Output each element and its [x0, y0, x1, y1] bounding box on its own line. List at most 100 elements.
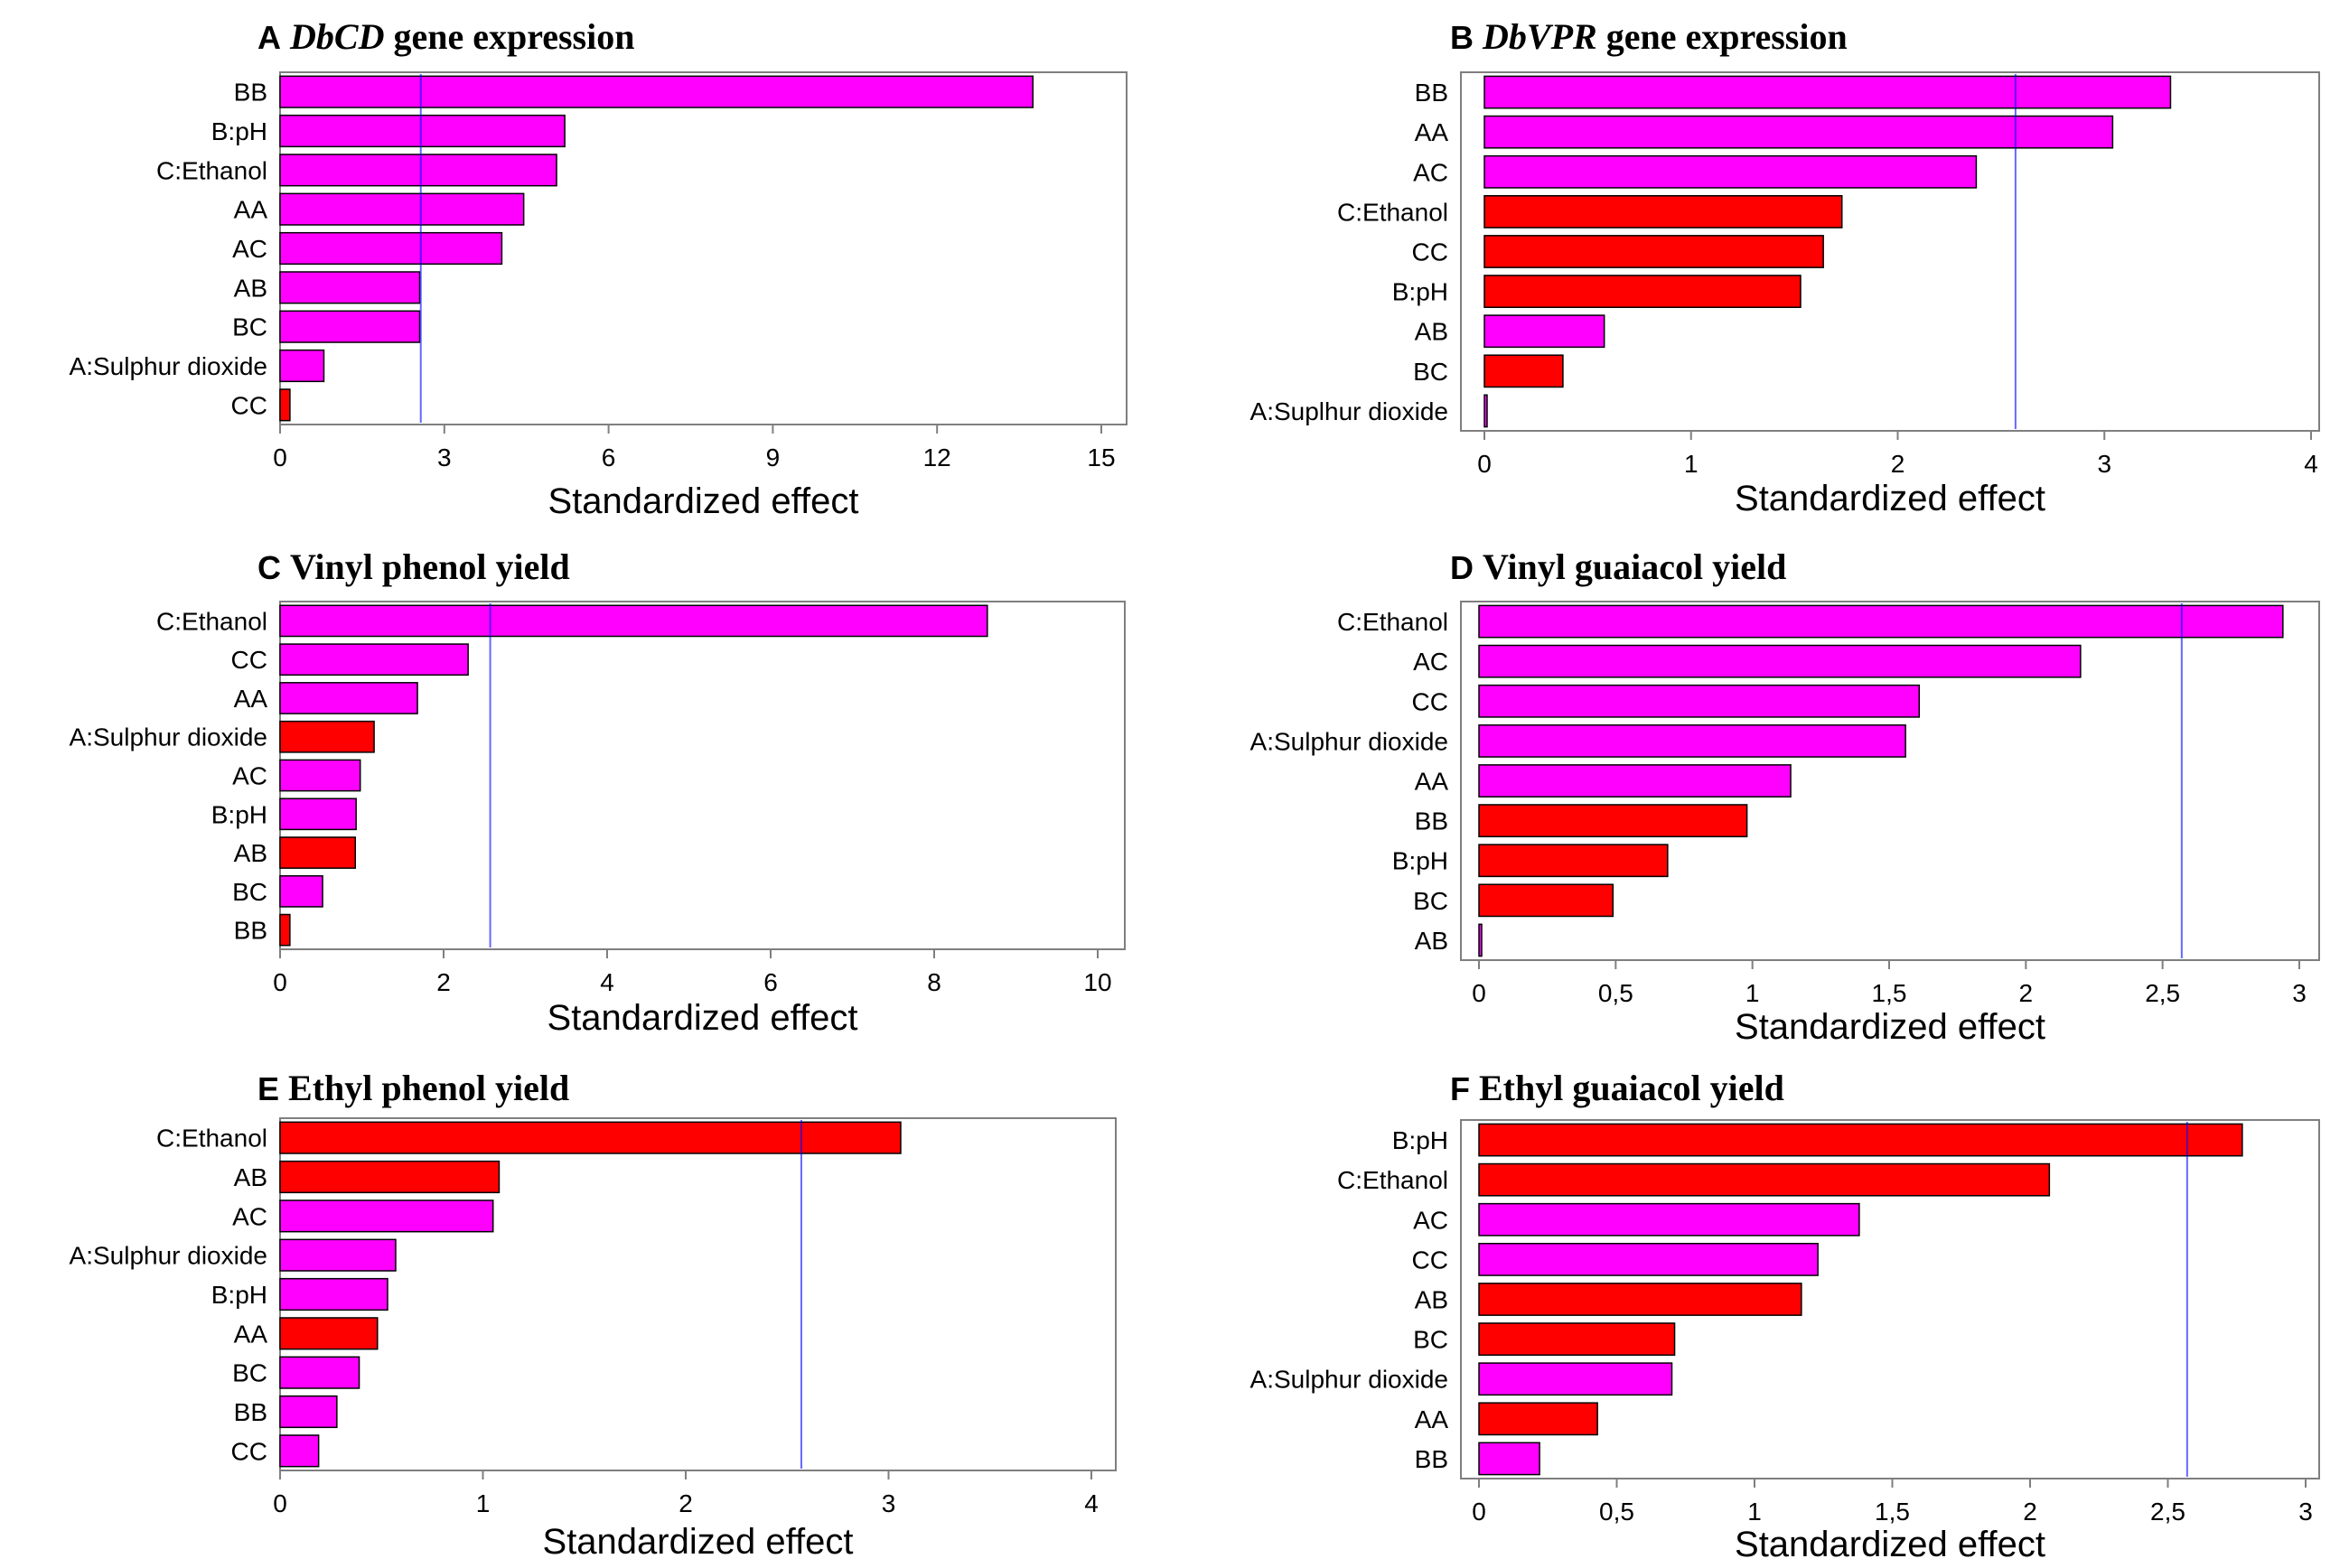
category-label: BB	[234, 917, 267, 945]
bar-b-ph	[1478, 1123, 2243, 1157]
category-label: AC	[1413, 1206, 1448, 1234]
bar-ab	[279, 836, 357, 869]
category-label: A:Sulphur dioxide	[1250, 727, 1448, 755]
bar-cc	[1483, 235, 1824, 268]
x-tick-label: 0	[1472, 979, 1486, 1007]
category-label: C:Ethanol	[1337, 198, 1448, 226]
category-label: AC	[232, 762, 267, 790]
bar-bb	[279, 75, 1034, 108]
x-tick-label: 1	[1747, 1498, 1762, 1526]
category-label: BB	[1415, 79, 1448, 107]
x-tick-label: 6	[602, 443, 616, 471]
category-label: BC	[232, 313, 267, 341]
panel-b: B DbVPR gene expressionBBAAACC:EthanolCC…	[1250, 16, 2320, 518]
bar-a-sulphur-dioxide	[279, 349, 325, 383]
bar-a-sulphur-dioxide	[1478, 1362, 1673, 1396]
category-label: AC	[1413, 648, 1448, 676]
category-label: B:pH	[1392, 1126, 1448, 1154]
bar-aa	[1483, 115, 2114, 149]
title-gene-name: DbCD	[289, 16, 384, 57]
category-label: CC	[1412, 238, 1448, 266]
x-tick-label: 3	[2292, 979, 2307, 1007]
title-text: Vinyl phenol yield	[290, 546, 570, 587]
title-space	[281, 16, 290, 57]
category-label: BC	[1413, 1326, 1448, 1354]
x-tick-label: 10	[1083, 968, 1111, 996]
panel-letter: B	[1450, 19, 1474, 56]
panel-a: A DbCD gene expressionBBB:pHC:EthanolAAA…	[70, 16, 1128, 521]
x-tick-label: 3	[437, 443, 452, 471]
bar-ab	[1478, 1283, 1802, 1316]
plot-frame	[1460, 1119, 2320, 1479]
bar-bb	[279, 1395, 338, 1429]
x-tick-label: 0,5	[1598, 979, 1633, 1007]
bar-c-ethanol	[1483, 194, 1843, 229]
x-tick-label: 1	[1684, 450, 1699, 478]
x-tick-label: 6	[763, 968, 778, 996]
category-label: BC	[232, 878, 267, 906]
category-label: AA	[1415, 118, 1449, 146]
bar-b-ph	[1478, 844, 1669, 878]
bar-b-ph	[279, 798, 357, 831]
title-space	[1474, 16, 1483, 57]
category-label: AB	[1415, 1286, 1448, 1314]
bar-aa	[1478, 764, 1792, 798]
category-label: AB	[1415, 318, 1448, 346]
category-label: BC	[1413, 887, 1448, 915]
x-axis-label: Standardized effect	[547, 998, 858, 1038]
title-text: gene expression	[384, 16, 634, 57]
x-axis-label: Standardized effect	[543, 1522, 854, 1562]
x-tick-label: 2,5	[2145, 979, 2180, 1007]
title-text: gene expression	[1597, 16, 1848, 57]
category-label: AA	[234, 685, 268, 713]
category-label: CC	[1412, 1246, 1448, 1274]
category-label: C:Ethanol	[156, 607, 267, 635]
title-space	[279, 1068, 288, 1108]
category-label: BC	[1413, 358, 1448, 386]
category-label: CC	[231, 646, 267, 674]
category-label: AB	[234, 1163, 267, 1191]
bar-bb	[1478, 1442, 1540, 1476]
bar-aa	[279, 1317, 379, 1350]
bar-a-sulphur-dioxide	[279, 1238, 397, 1272]
category-label: CC	[231, 1437, 267, 1465]
bar-ac	[1478, 1202, 1860, 1237]
x-tick-label: 1,5	[1875, 1498, 1910, 1526]
category-label: B:pH	[211, 800, 267, 828]
category-label: AB	[1415, 927, 1448, 955]
x-tick-label: 0	[273, 443, 287, 471]
x-tick-label: 3	[2298, 1498, 2313, 1526]
panel-letter: C	[257, 549, 281, 586]
x-axis-label: Standardized effect	[548, 481, 859, 521]
category-label: BB	[1415, 1445, 1448, 1473]
x-tick-label: 2	[1891, 450, 1905, 478]
category-label: BB	[1415, 807, 1448, 835]
category-label: AA	[1415, 1405, 1449, 1433]
x-tick-label: 0	[273, 968, 287, 996]
panel-title: E Ethyl phenol yield	[257, 1068, 569, 1108]
plot-frame	[1460, 71, 2320, 432]
title-space	[1474, 546, 1483, 587]
category-label: C:Ethanol	[156, 156, 267, 184]
category-label: AA	[234, 1320, 268, 1348]
x-axis-label: Standardized effect	[1735, 1007, 2045, 1047]
category-label: AC	[232, 1202, 267, 1230]
panel-f: F Ethyl guaiacol yieldB:pHC:EthanolACCCA…	[1250, 1068, 2320, 1564]
x-tick-label: 2	[678, 1489, 693, 1517]
title-text: Vinyl guaiacol yield	[1483, 546, 1786, 587]
bar-cc	[1478, 1242, 1819, 1276]
panel-letter: A	[257, 19, 281, 56]
x-tick-label: 4	[600, 968, 614, 996]
category-label: A:Sulphur dioxide	[70, 723, 267, 751]
category-label: CC	[231, 391, 267, 419]
x-tick-label: 2	[436, 968, 451, 996]
category-label: CC	[1412, 687, 1448, 715]
x-tick-label: 1,5	[1872, 979, 1907, 1007]
bar-aa	[279, 192, 525, 226]
bar-cc	[279, 388, 291, 422]
bar-c-ethanol	[1478, 1162, 2051, 1197]
bar-ab	[279, 271, 421, 304]
bar-bc	[1483, 354, 1564, 388]
category-label: A:Suplhur dioxide	[1250, 397, 1448, 425]
